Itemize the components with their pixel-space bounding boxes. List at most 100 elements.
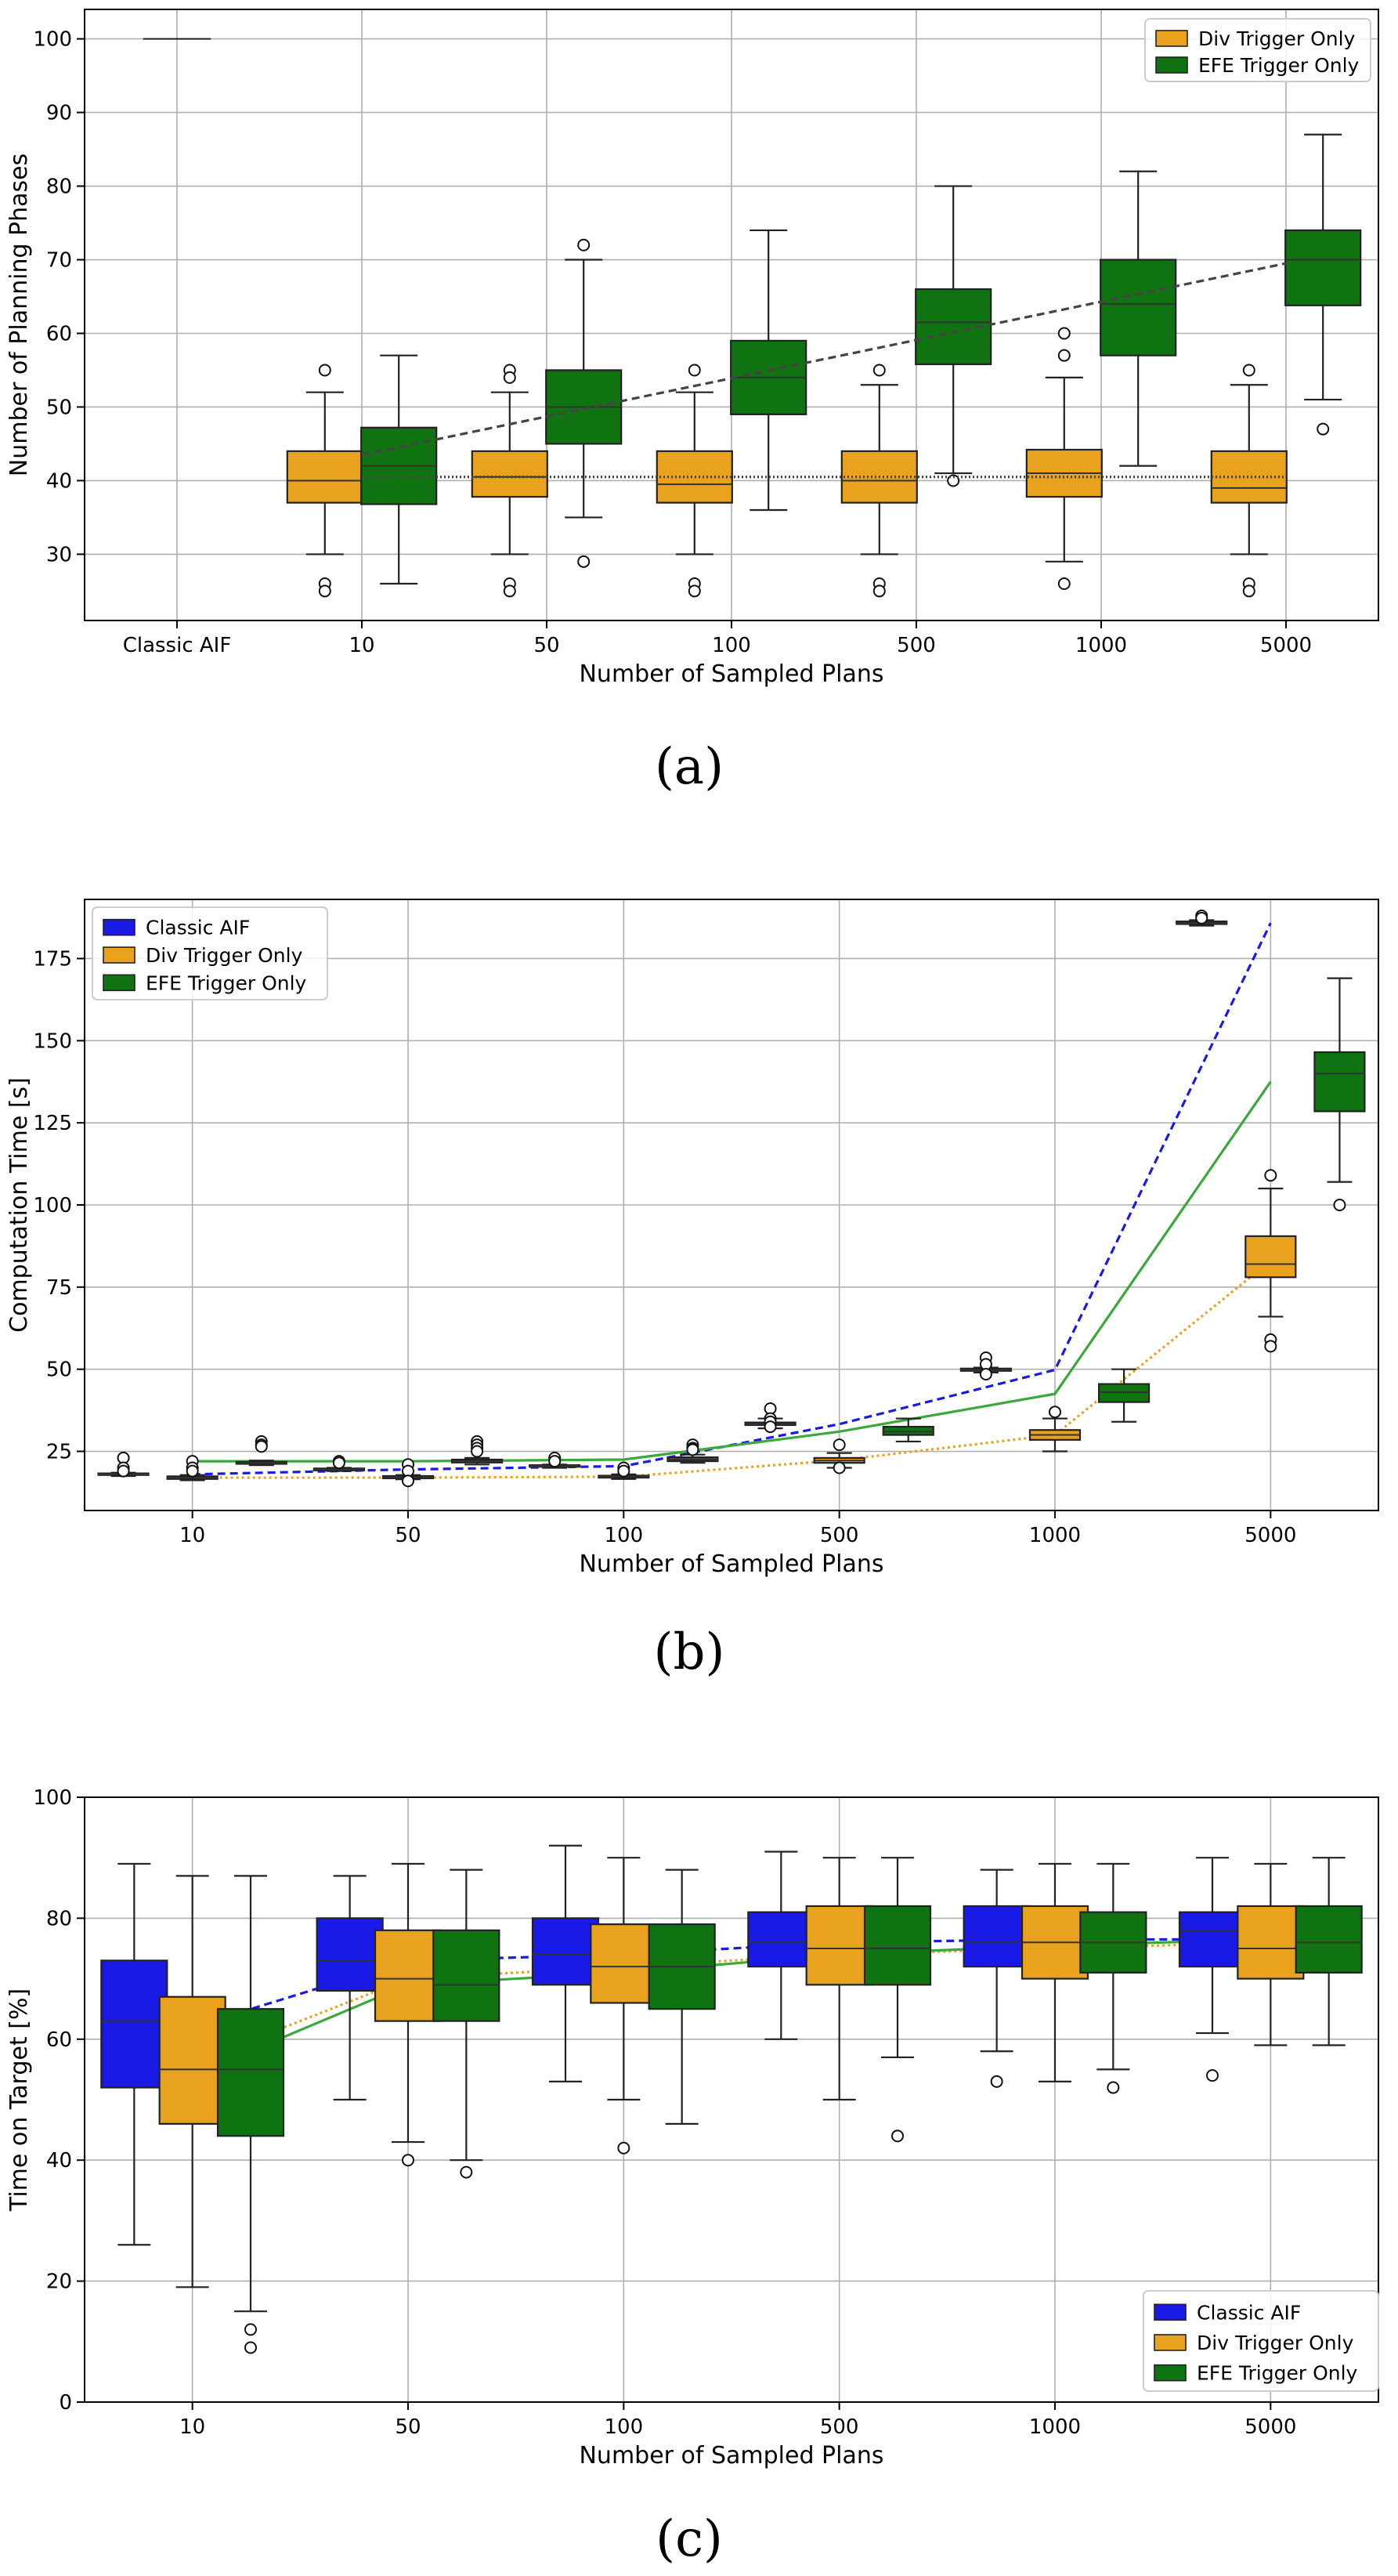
panel-a: 30 40 50 60 70 80 90 100 Classic AIF 10 50 100 500 10…: [5, 9, 1379, 688]
x-axis-label: Number of Sampled Plans: [579, 660, 883, 688]
y-tick-label: 50: [46, 396, 72, 419]
legend-label: EFE Trigger Only: [146, 971, 307, 994]
y-tick-label: 20: [46, 2270, 72, 2294]
box-outlier: [117, 1464, 130, 1478]
legend-swatch: [1155, 30, 1188, 47]
x-tick-label: 50: [395, 1524, 421, 1547]
legend-label: Div Trigger Only: [1198, 27, 1356, 50]
box-outlier: [891, 2129, 905, 2143]
box-body: [100, 1959, 168, 2089]
x-tick-label: Classic AIF: [123, 634, 232, 657]
box-outlier: [503, 584, 516, 598]
legend-swatch: [103, 974, 135, 992]
box-outlier: [617, 2141, 630, 2155]
y-tick-label: 60: [46, 322, 72, 346]
efe-mean-trend: [192, 1080, 1272, 1463]
y-tick-label: 40: [46, 2149, 72, 2173]
box-outlier: [1264, 1169, 1277, 1182]
box-body: [1237, 1905, 1305, 1980]
y-tick-label: 100: [33, 28, 72, 52]
y-tick-label: 125: [33, 1112, 72, 1135]
box-body: [747, 1911, 815, 1968]
y-tick-label: 0: [59, 2391, 72, 2415]
y-tick-label: 50: [46, 1359, 72, 1382]
box-outlier: [460, 2165, 473, 2179]
y-tick-label: 90: [46, 102, 72, 125]
box-body: [316, 1917, 384, 1992]
box-outlier: [1264, 1340, 1277, 1353]
box-outlier: [332, 1456, 345, 1470]
box-outlier: [471, 1445, 484, 1458]
box-outlier: [503, 371, 516, 384]
legend-label: Classic AIF: [1197, 2301, 1301, 2324]
y-tick-label: 175: [33, 947, 72, 971]
box-body: [1295, 1905, 1363, 1974]
efe-mean-trend: [361, 262, 1287, 457]
x-tick-label: 100: [605, 1524, 644, 1547]
box-outlier: [1205, 2069, 1219, 2082]
box-outlier: [686, 1443, 699, 1456]
legend-swatch: [103, 918, 135, 936]
y-tick-label: 80: [46, 175, 72, 199]
box-outlier: [1057, 349, 1071, 362]
x-tick-label: 50: [533, 634, 559, 657]
box-body: [1244, 1235, 1297, 1279]
box-outlier: [1242, 584, 1255, 598]
y-tick-label: 100: [33, 1194, 72, 1217]
box-outlier: [617, 1464, 630, 1478]
box-body: [1313, 1051, 1366, 1113]
box-body: [1284, 229, 1362, 306]
panel-label-a: (a): [655, 738, 724, 796]
x-tick-label: 5000: [1244, 1524, 1296, 1547]
legend-box: [92, 906, 328, 1000]
legend-label: EFE Trigger Only: [1198, 54, 1360, 77]
box-outlier: [577, 555, 591, 568]
box-outlier: [833, 1461, 846, 1474]
x-tick-label: 500: [897, 634, 936, 657]
box-outlier: [1049, 1406, 1061, 1419]
panel-label-c: (c): [656, 2510, 723, 2568]
box-body: [471, 450, 548, 498]
box-body: [158, 1995, 226, 2125]
axes-frame: [84, 1796, 1379, 2403]
box-body: [1098, 1383, 1151, 1403]
box-body: [1178, 1911, 1247, 1968]
box-body: [590, 1923, 658, 2004]
box-body: [374, 1929, 443, 2022]
panel-c: 0 20 40 60 80 100 10 50 100 500 1000 5000 Number of …: [5, 1786, 1379, 2469]
x-tick-label: 1000: [1029, 2415, 1081, 2439]
panel-b: 25 50 75 100 125 150 175 10 50 100 500 1000 5000 Numb…: [5, 899, 1379, 1578]
panel-label-b: (b): [654, 1623, 725, 1681]
box-outlier: [688, 584, 701, 598]
box-outlier: [872, 584, 886, 598]
box-body: [216, 2008, 285, 2137]
axes-frame: [84, 899, 1379, 1511]
box-body: [963, 1905, 1031, 1968]
y-tick-label: 150: [33, 1029, 72, 1053]
box-outlier: [1195, 911, 1208, 924]
div-mean-trend: [192, 1260, 1272, 1479]
box-outlier: [990, 2075, 1003, 2088]
legend-box: [1144, 18, 1371, 82]
y-axis-label: Number of Planning Phases: [5, 154, 33, 476]
x-tick-label: 500: [820, 2415, 859, 2439]
legend-swatch: [1154, 2303, 1187, 2321]
box-outlier: [833, 1438, 846, 1452]
box-outlier: [244, 2341, 258, 2354]
legend-label: EFE Trigger Only: [1197, 2362, 1358, 2385]
y-tick-label: 40: [46, 469, 72, 493]
box-body: [882, 1425, 934, 1436]
y-tick-label: 75: [46, 1276, 72, 1300]
y-tick-label: 100: [33, 1786, 72, 1810]
box-body: [432, 1929, 500, 2022]
legend-swatch: [1154, 2334, 1187, 2351]
legend-label: Div Trigger Only: [1197, 2332, 1354, 2354]
box-outlier: [764, 1420, 777, 1434]
box-outlier: [244, 2323, 258, 2336]
x-tick-label: 10: [179, 2415, 205, 2439]
box-outlier: [318, 584, 331, 598]
x-tick-label: 100: [605, 2415, 644, 2439]
box-outlier: [318, 364, 331, 377]
